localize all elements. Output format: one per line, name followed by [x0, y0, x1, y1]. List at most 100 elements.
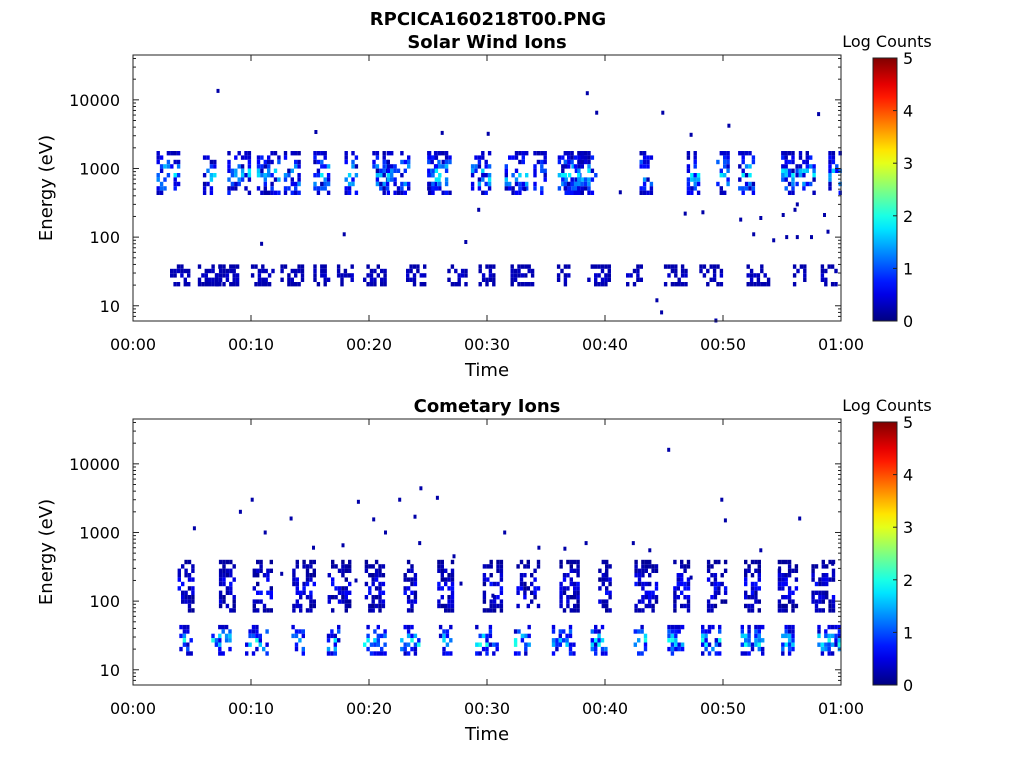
heatmap-cell: [488, 642, 493, 647]
heatmap-cell: [444, 577, 448, 582]
heatmap-cell: [403, 573, 407, 578]
heatmap-cell: [301, 633, 305, 639]
heatmap-cell: [437, 599, 441, 604]
heatmap-cell: [390, 177, 394, 182]
heatmap-cell: [218, 568, 223, 573]
heatmap-cell: [225, 268, 230, 274]
heatmap-cell: [417, 638, 421, 643]
heatmap-cell: [341, 586, 345, 591]
heatmap-cell: [821, 559, 825, 565]
heatmap-cell: [744, 173, 749, 178]
heatmap-cell: [378, 599, 382, 604]
heatmap-cell: [257, 273, 262, 278]
heatmap-cell: [266, 577, 270, 582]
heatmap-cell: [450, 282, 455, 287]
heatmap-cell: [827, 624, 831, 630]
heatmap-cell: [568, 646, 573, 652]
heatmap-cell: [680, 264, 685, 269]
heatmap-cell: [587, 186, 591, 191]
heatmap-cell: [516, 564, 520, 569]
heatmap-cell: [565, 638, 569, 643]
heatmap-cell: [295, 586, 299, 591]
heatmap-cell: [348, 568, 352, 573]
heatmap-cell: [378, 564, 382, 569]
heatmap-cell: [757, 559, 761, 565]
heatmap-cell: [784, 629, 788, 634]
heatmap-cell: [577, 159, 581, 165]
heatmap-cell: [567, 164, 571, 169]
heatmap-cell: [781, 151, 785, 156]
heatmap-cell: [818, 590, 822, 595]
heatmap-cell: [407, 159, 411, 165]
heatmap-cell: [215, 277, 219, 282]
heatmap-cell: [741, 190, 745, 195]
heatmap-cell: [766, 282, 771, 287]
heatmap-cell: [587, 181, 591, 187]
heatmap-cell: [460, 268, 465, 274]
heatmap-cell: [795, 164, 799, 169]
heatmap-cell: [648, 590, 652, 595]
heatmap-cell: [837, 638, 842, 643]
heatmap-cell: [594, 651, 598, 656]
heatmap-cell: [784, 573, 788, 578]
heatmap-cell: [784, 155, 788, 160]
heatmap-cell: [294, 629, 299, 634]
heatmap-cell: [683, 595, 687, 600]
heatmap-cell: [654, 595, 659, 600]
heatmap-cell: [344, 155, 348, 160]
heatmap-cell: [251, 633, 256, 639]
heatmap-cell: [573, 164, 578, 169]
heatmap-cell: [686, 151, 691, 156]
heatmap-cell: [712, 268, 717, 274]
heatmap-cell: [717, 581, 721, 587]
heatmap-cell: [555, 638, 559, 643]
data-point: [772, 238, 776, 243]
heatmap-cell: [323, 268, 327, 274]
heatmap-cell: [633, 629, 637, 634]
heatmap-cell: [569, 595, 573, 600]
heatmap-cell: [326, 173, 331, 178]
heatmap-cell: [230, 186, 235, 191]
heatmap-cell: [229, 573, 233, 578]
heatmap-cell: [526, 559, 530, 565]
heatmap-cell: [577, 164, 581, 169]
heatmap-cell: [457, 282, 461, 287]
heatmap-cell: [825, 590, 829, 595]
heatmap-cell: [186, 646, 190, 652]
heatmap-cell: [524, 646, 528, 652]
heatmap-cell: [371, 573, 375, 578]
heatmap-cell: [828, 599, 832, 604]
heatmap-cell: [406, 273, 410, 278]
heatmap-cell: [297, 159, 301, 165]
heatmap-cell: [754, 559, 758, 565]
heatmap-cell: [741, 168, 745, 173]
heatmap-cell: [186, 624, 190, 630]
heatmap-cell: [834, 642, 838, 647]
heatmap-cell: [259, 559, 263, 565]
heatmap-cell: [457, 277, 461, 282]
heatmap-cell: [290, 190, 294, 195]
heatmap-cell: [605, 577, 609, 582]
heatmap-cell: [344, 586, 348, 591]
heatmap-cell: [252, 568, 256, 573]
heatmap-cell: [156, 177, 160, 182]
heatmap-cell: [374, 568, 379, 573]
heatmap-cell: [222, 573, 226, 578]
heatmap-cell: [690, 186, 694, 191]
heatmap-cell: [213, 173, 217, 178]
heatmap-cell: [218, 273, 223, 278]
heatmap-cell: [719, 273, 724, 278]
heatmap-cell: [369, 277, 374, 282]
heatmap-cell: [218, 264, 223, 269]
heatmap-cell: [262, 573, 267, 578]
heatmap-cell: [716, 181, 720, 187]
colorbar-tick-label: 5: [903, 49, 913, 68]
heatmap-cell: [605, 564, 609, 569]
heatmap-cell: [604, 273, 608, 278]
heatmap-cell: [470, 168, 475, 173]
heatmap-cell: [784, 577, 788, 582]
heatmap-cell: [423, 264, 427, 269]
heatmap-cell: [434, 177, 439, 182]
heatmap-cell: [186, 642, 190, 647]
heatmap-cell: [750, 581, 755, 587]
